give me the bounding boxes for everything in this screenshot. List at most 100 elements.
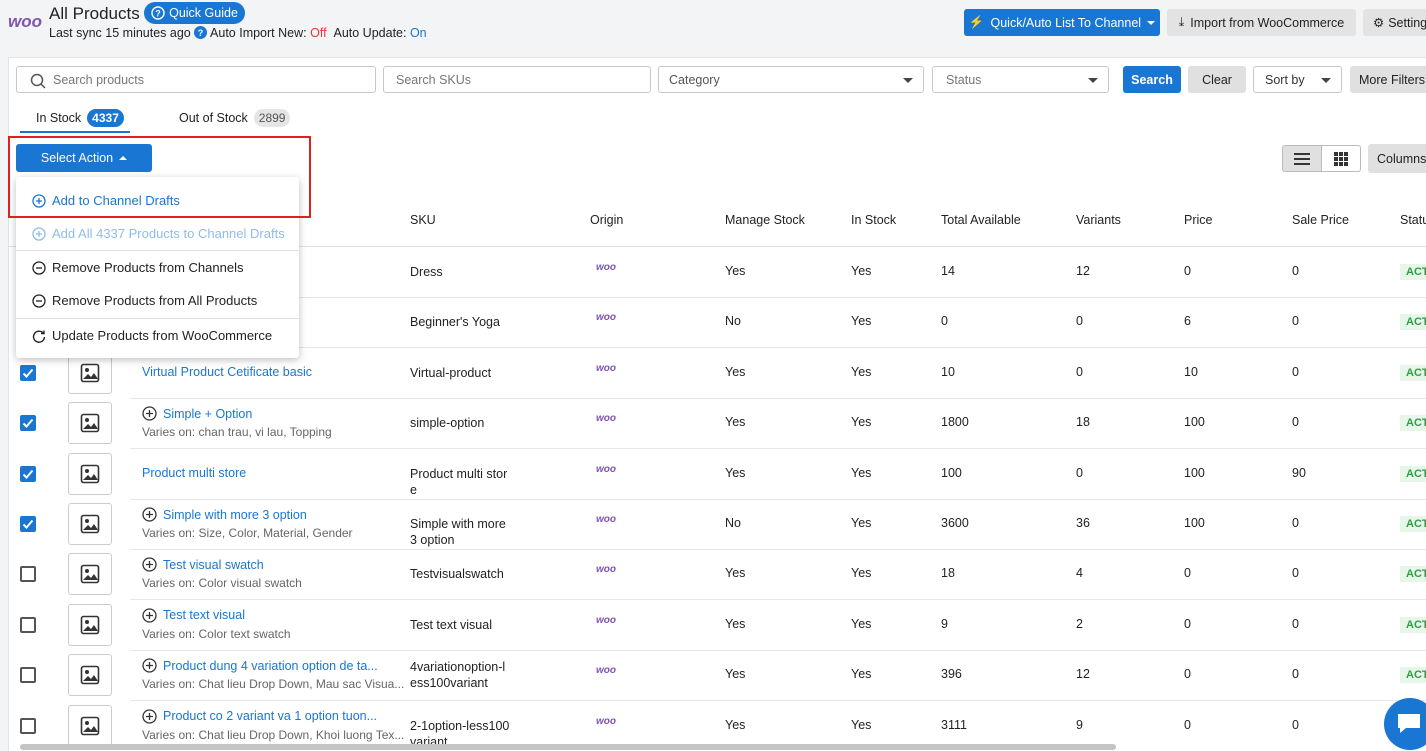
price: 0 — [1184, 717, 1191, 732]
product-variation: Varies on: Color visual swatch — [142, 576, 302, 591]
expand-icon[interactable] — [142, 557, 157, 573]
grid-view[interactable] — [1321, 145, 1361, 172]
origin-logo: woo — [596, 362, 616, 374]
expand-icon[interactable] — [142, 708, 157, 724]
status-select[interactable]: Status — [932, 66, 1109, 93]
menu-icon — [32, 293, 46, 308]
product-name-text[interactable]: Product co 2 variant va 1 option tuon... — [163, 709, 378, 724]
search-products[interactable]: Search products — [16, 66, 376, 93]
row-checkbox[interactable] — [20, 667, 36, 684]
tab-in-stock[interactable]: In Stock 4337 — [36, 109, 124, 127]
logo: woo — [8, 12, 42, 31]
price: 100 — [1184, 415, 1205, 430]
tab-indicator — [20, 131, 130, 133]
sale-price: 0 — [1292, 566, 1299, 581]
row-checkbox[interactable] — [20, 465, 36, 482]
columns-label: Columns — [1377, 151, 1426, 166]
in-stock: Yes — [851, 364, 872, 379]
menu-label: Update Products from WooCommerce — [52, 328, 273, 343]
menu-divider — [16, 318, 299, 319]
expand-icon[interactable] — [142, 608, 157, 623]
menu-item[interactable]: Remove Products from Channels — [16, 251, 299, 284]
in-stock: Yes — [851, 264, 872, 278]
menu-icon — [32, 260, 46, 275]
product-name-text[interactable]: Test text visual — [163, 608, 245, 623]
product-name[interactable]: Product multi store — [142, 466, 246, 480]
variants: 36 — [1076, 516, 1090, 530]
price: 10 — [1184, 364, 1198, 379]
product-name-text[interactable]: Simple + Option — [163, 406, 253, 421]
sale-price: 90 — [1292, 465, 1306, 480]
menu-label: Remove Products from Channels — [52, 260, 244, 275]
product-name-text[interactable]: Virtual Product Cetificate basic — [142, 364, 312, 379]
row-checkbox[interactable] — [20, 415, 36, 432]
product-name-text[interactable]: Product multi store — [142, 465, 247, 480]
columns-button[interactable]: Columns — [1368, 144, 1426, 173]
product-name-text[interactable]: Test visual swatch — [163, 557, 264, 572]
more-filters[interactable]: More Filters — [1350, 66, 1426, 93]
product-variation: Varies on: Color text swatch — [142, 626, 291, 641]
row-checkbox[interactable] — [20, 566, 36, 583]
help-icon[interactable]: ? — [194, 26, 208, 39]
settings-button[interactable]: ⚙ Setting — [1363, 9, 1426, 36]
row-divider — [130, 649, 1426, 651]
row-divider — [130, 397, 1426, 399]
category-select[interactable]: Category — [658, 66, 924, 93]
menu-item: Add All 4337 Products to Channel Drafts — [16, 217, 299, 250]
placeholder: Category — [669, 72, 720, 87]
in-stock: Yes — [851, 667, 872, 682]
import-button[interactable]: ⤓ Import from WooCommerce — [1167, 9, 1356, 36]
auto-import-value[interactable]: Off — [310, 26, 327, 40]
product-name[interactable]: Test text visual — [142, 608, 245, 623]
row-checkbox[interactable] — [20, 516, 36, 532]
price: 0 — [1184, 667, 1191, 682]
import-label: Import from WooCommerce — [1190, 15, 1345, 30]
product-name[interactable]: Simple with more 3 option — [142, 507, 307, 522]
origin-logo: woo — [596, 665, 616, 677]
auto-update-value[interactable]: On — [409, 26, 427, 40]
product-name[interactable]: Test visual swatch — [142, 557, 264, 573]
row-checkbox[interactable] — [20, 717, 36, 734]
tab-out-of-stock[interactable]: Out of Stock 2899 — [179, 109, 291, 127]
total: 9 — [941, 616, 948, 631]
row-divider — [130, 700, 1426, 702]
product-name[interactable]: Virtual Product Cetificate basic — [142, 365, 312, 379]
scrollbar[interactable] — [20, 744, 1116, 750]
status-badge: ACT — [1400, 415, 1426, 432]
expand-icon[interactable] — [142, 658, 157, 673]
status-badge: ACT — [1400, 364, 1426, 381]
sort-select[interactable]: Sort by — [1253, 66, 1342, 93]
sale-price: 0 — [1292, 264, 1299, 278]
search-button[interactable]: Search — [1123, 66, 1181, 93]
row-checkbox[interactable] — [20, 364, 36, 381]
expand-icon[interactable] — [142, 406, 157, 421]
row-divider — [130, 498, 1426, 500]
total: 18 — [941, 566, 955, 581]
select-action[interactable]: Select Action — [16, 144, 152, 172]
manage-stock: Yes — [725, 717, 746, 732]
more-filters-label: More Filters — [1359, 72, 1425, 87]
sale-price: 0 — [1292, 364, 1299, 379]
menu-item[interactable]: Add to Channel Drafts — [16, 184, 299, 217]
search-skus[interactable]: Search SKUs — [383, 66, 651, 93]
product-name-text[interactable]: Product dung 4 variation option de ta... — [163, 658, 378, 673]
product-name[interactable]: Product co 2 variant va 1 option tuon... — [142, 708, 378, 724]
row-checkbox[interactable] — [20, 616, 36, 633]
clear-button[interactable]: Clear — [1188, 66, 1246, 93]
sale-price: 0 — [1292, 314, 1299, 329]
quick-list-button[interactable]: ⚡ Quick/Auto List To Channel — [964, 9, 1160, 36]
product-name-text[interactable]: Simple with more 3 option — [163, 507, 307, 522]
chat-button[interactable] — [1384, 698, 1426, 750]
sku: Beginner's Yoga — [410, 315, 500, 330]
list-view[interactable] — [1282, 145, 1322, 172]
product-variation: Varies on: Chat lieu Drop Down, Khoi luo… — [142, 727, 405, 742]
price: 6 — [1184, 314, 1191, 329]
menu-item[interactable]: Update Products from WooCommerce — [16, 319, 299, 352]
column-header: Statu — [1400, 213, 1426, 227]
product-name[interactable]: Product dung 4 variation option de ta... — [142, 658, 378, 673]
menu-item[interactable]: Remove Products from All Products — [16, 284, 299, 317]
menu-icon — [32, 330, 46, 343]
product-name[interactable]: Simple + Option — [142, 406, 252, 421]
quick-guide[interactable]: ? Quick Guide — [144, 2, 245, 24]
expand-icon[interactable] — [142, 507, 157, 522]
